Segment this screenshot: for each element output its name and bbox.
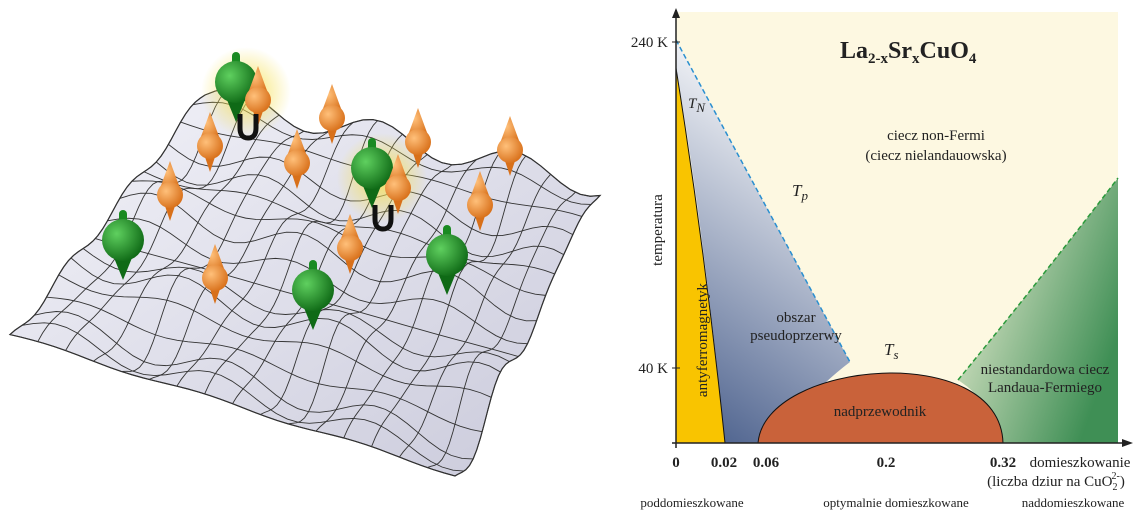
spin-ball <box>319 105 345 131</box>
nonfermi-label: (ciecz nielandauowska) <box>865 148 1006 164</box>
spin-ball <box>385 175 411 201</box>
spin-ball <box>157 182 183 208</box>
pseudo-label: pseudoprzerwy <box>750 328 842 344</box>
x-axis-label: domieszkowanie <box>1030 455 1131 471</box>
illustration <box>10 47 600 476</box>
spin-ball <box>245 87 271 113</box>
spin-ball <box>284 150 310 176</box>
spin-ball <box>405 129 431 155</box>
doping-label: optymalnie domieszkowane <box>823 495 969 510</box>
nonfermi-label: ciecz non-Fermi <box>887 128 985 144</box>
formula: La2-xSrxCuO4 <box>840 38 977 67</box>
doping-label: poddomieszkowane <box>640 495 743 510</box>
x-tick-label: 0 <box>672 455 680 471</box>
spin-ball <box>197 133 223 159</box>
y-axis-label: temperatura <box>650 194 666 266</box>
afm-label: antyferromagnetyk <box>695 282 711 397</box>
lfl-label: niestandardowa ciecz <box>981 362 1110 378</box>
spin-ball <box>292 269 334 311</box>
lfl-label: Landaua-Fermiego <box>988 380 1102 396</box>
spin-ball <box>467 192 493 218</box>
x-tick-label: 0.02 <box>711 455 737 471</box>
x-tick-label: 0.2 <box>877 455 896 471</box>
y-tick-label: 240 K <box>631 35 668 51</box>
figure: La2-xSrxCuO4 240 K 40 K temperatura 0 0.… <box>0 0 1137 512</box>
spin-ball <box>497 137 523 163</box>
x-tick-label: 0.06 <box>753 455 780 471</box>
x-axis-sublabel: (liczba dziur na CuO22-) <box>987 471 1125 493</box>
pseudo-label: obszar <box>776 310 815 326</box>
sc-label: nadprzewodnik <box>834 404 927 420</box>
spin-ball <box>337 235 363 261</box>
spin-ball <box>426 234 468 276</box>
phase-diagram: La2-xSrxCuO4 240 K 40 K temperatura 0 0.… <box>631 8 1133 510</box>
spin-ball <box>202 265 228 291</box>
x-arrow <box>1122 439 1133 447</box>
spin-ball <box>102 219 144 261</box>
x-tick-label: 0.32 <box>990 455 1016 471</box>
y-tick-label: 40 K <box>638 361 668 377</box>
doping-label: naddomieszkowane <box>1022 495 1125 510</box>
